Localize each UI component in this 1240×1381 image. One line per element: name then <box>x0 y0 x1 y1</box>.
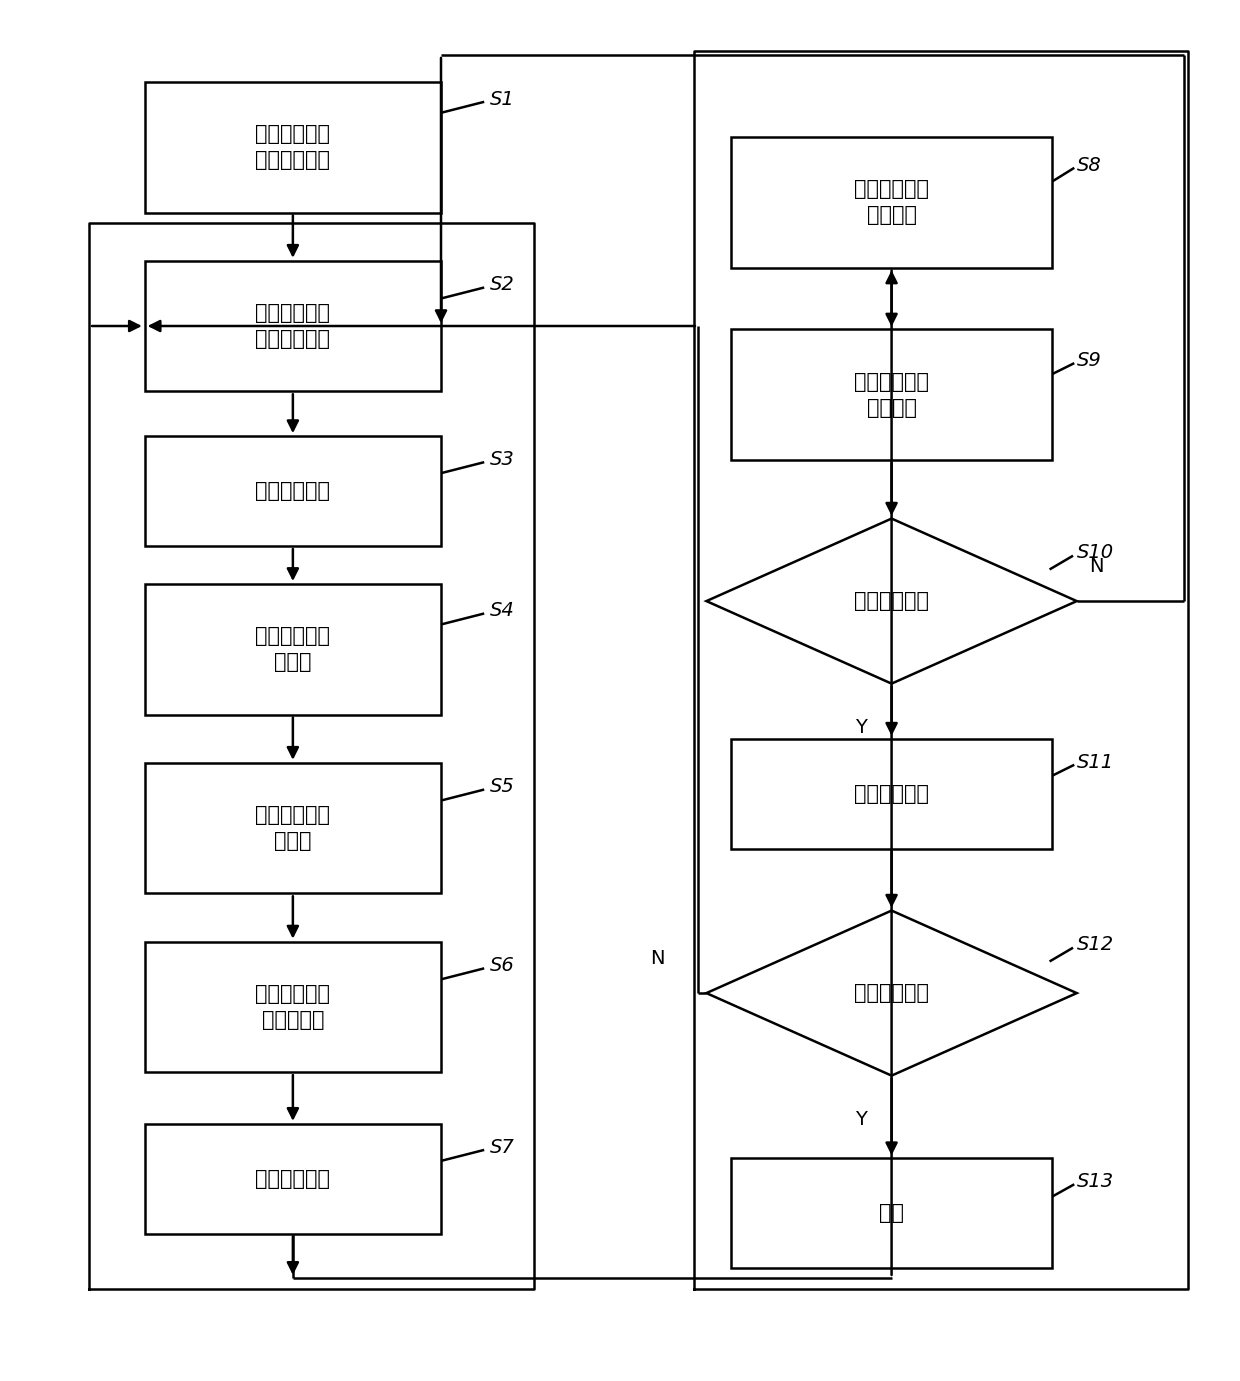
Text: S5: S5 <box>490 778 515 797</box>
Text: 音频信息提取: 音频信息提取 <box>255 1168 330 1189</box>
Bar <box>145 1124 441 1233</box>
Bar <box>732 330 1052 460</box>
Text: S8: S8 <box>1076 156 1101 174</box>
Bar <box>145 942 441 1072</box>
Text: 单帧图像提取
计数时间提取: 单帧图像提取 计数时间提取 <box>255 302 330 349</box>
Text: S7: S7 <box>490 1138 515 1157</box>
Bar <box>732 137 1052 268</box>
Polygon shape <box>707 519 1076 684</box>
Text: S10: S10 <box>1076 544 1114 562</box>
Text: 过零计数法计
算跳跃次数: 过零计数法计 算跳跃次数 <box>255 983 330 1030</box>
Text: 视频音频信息
融合计数: 视频音频信息 融合计数 <box>854 371 929 418</box>
Bar <box>145 261 441 391</box>
Bar <box>145 81 441 213</box>
Text: Y: Y <box>854 1110 867 1130</box>
Text: 采用互相关系
数法计数: 采用互相关系 数法计数 <box>854 180 929 225</box>
Bar <box>145 762 441 894</box>
Text: 增加一次计数: 增加一次计数 <box>854 783 929 804</box>
Text: N: N <box>650 949 665 968</box>
Text: S13: S13 <box>1076 1172 1114 1190</box>
Text: S9: S9 <box>1076 351 1101 370</box>
Text: 视频音频图像
输入开始计时: 视频音频图像 输入开始计时 <box>255 124 330 170</box>
Bar <box>145 436 441 545</box>
Text: S2: S2 <box>490 275 515 294</box>
Bar <box>732 739 1052 849</box>
Text: 有效跳绳判断: 有效跳绳判断 <box>854 591 929 612</box>
Text: N: N <box>1089 557 1104 576</box>
Text: 中心点高度变
化曲线: 中心点高度变 化曲线 <box>255 805 330 851</box>
Text: 提取人脸中心
点位置: 提取人脸中心 点位置 <box>255 626 330 673</box>
Polygon shape <box>707 910 1076 1076</box>
Text: S1: S1 <box>490 90 515 109</box>
Text: S12: S12 <box>1076 935 1114 954</box>
Text: S4: S4 <box>490 601 515 620</box>
Text: 确定人脸区域: 确定人脸区域 <box>255 481 330 501</box>
Bar <box>732 1159 1052 1268</box>
Text: S6: S6 <box>490 956 515 975</box>
Text: 结束: 结束 <box>879 1203 904 1224</box>
Text: S11: S11 <box>1076 753 1114 772</box>
Bar <box>145 584 441 714</box>
Text: 计数时间到？: 计数时间到？ <box>854 983 929 1003</box>
Text: Y: Y <box>854 718 867 737</box>
Text: S3: S3 <box>490 450 515 470</box>
